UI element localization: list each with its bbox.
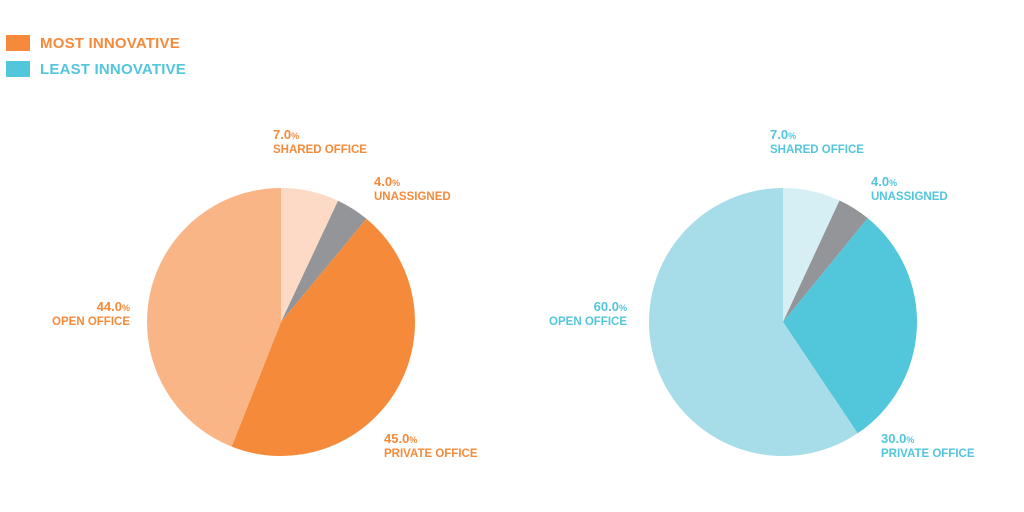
data-label-name: PRIVATE OFFICE	[881, 448, 975, 460]
data-label-name: SHARED OFFICE	[770, 144, 864, 156]
data-label-value: 45.0%	[384, 431, 417, 446]
data-label-name: PRIVATE OFFICE	[384, 448, 478, 460]
legend-swatch-least-innovative	[6, 61, 30, 77]
data-label-value: 7.0%	[770, 127, 796, 142]
pie-slice-shared-office	[783, 188, 840, 322]
data-label-name: UNASSIGNED	[871, 191, 948, 203]
data-label-value: 4.0%	[374, 174, 400, 189]
legend-label-least-innovative: LEAST INNOVATIVE	[40, 60, 186, 78]
pie-slice-open-office	[648, 188, 858, 456]
data-label-value: 7.0%	[273, 127, 299, 142]
legend-label-most-innovative: MOST INNOVATIVE	[40, 34, 180, 52]
pie-chart-most-innovative: 7.0% SHARED OFFICE 4.0% UNASSIGNED 45.0% PRIV…	[52, 127, 478, 460]
data-label-value: 30.0%	[881, 431, 914, 446]
legend: MOST INNOVATIVE LEAST INNOVATIVE	[6, 30, 186, 82]
pie-slice-shared-office	[281, 188, 339, 322]
legend-swatch-most-innovative	[6, 35, 30, 51]
data-label-name: OPEN OFFICE	[549, 316, 627, 328]
data-label-value: 60.0%	[594, 299, 627, 314]
pie-slice-private-office	[783, 218, 917, 434]
data-label-name: SHARED OFFICE	[273, 144, 367, 156]
pie-slice-open-office	[146, 188, 281, 447]
pie-slice-private-office	[231, 218, 415, 456]
pie-slice-unassigned	[281, 200, 367, 322]
pie-slice-unassigned	[783, 200, 868, 322]
legend-item-most-innovative: MOST INNOVATIVE	[6, 30, 186, 56]
data-label-name: OPEN OFFICE	[52, 316, 130, 328]
data-label-name: UNASSIGNED	[374, 191, 451, 203]
data-label-value: 44.0%	[97, 299, 130, 314]
pie-chart-least-innovative: 7.0% SHARED OFFICE 4.0% UNASSIGNED 30.0% PRIV…	[549, 127, 975, 460]
data-label-value: 4.0%	[871, 174, 897, 189]
legend-item-least-innovative: LEAST INNOVATIVE	[6, 56, 186, 82]
